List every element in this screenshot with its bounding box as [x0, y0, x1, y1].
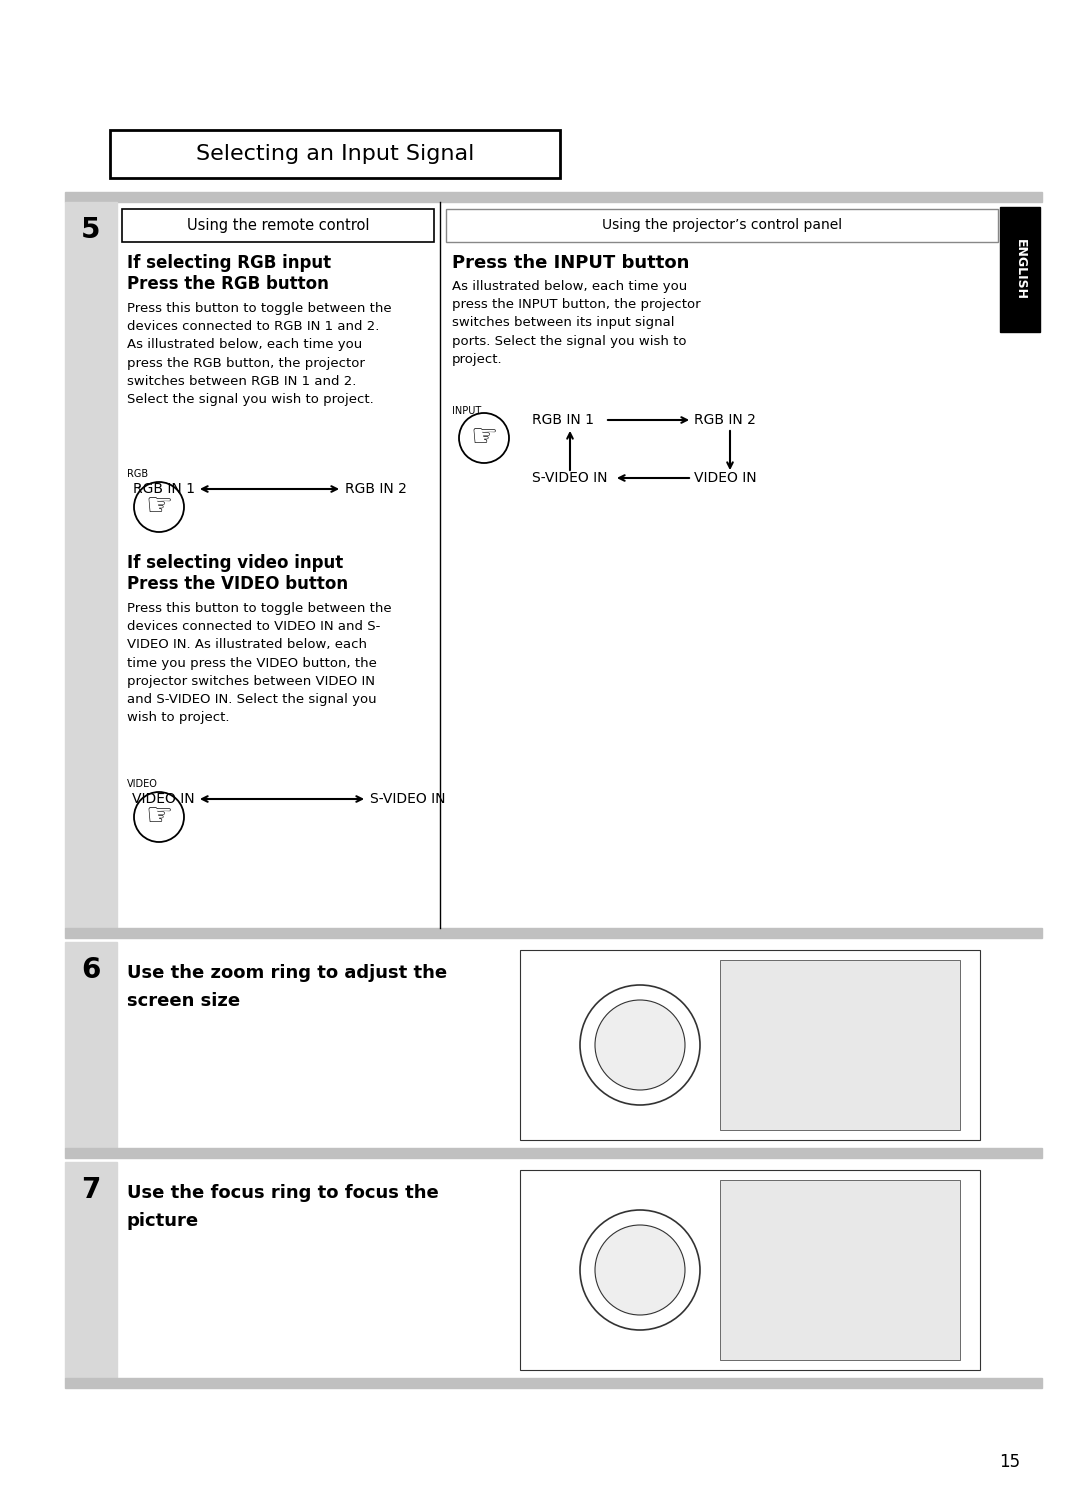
Bar [65, 193, 1042, 202]
Bar [65, 1162, 117, 1379]
Circle shape [580, 984, 700, 1105]
Bar [720, 960, 960, 1130]
Bar [720, 1180, 960, 1361]
Text: 15: 15 [999, 1452, 1021, 1470]
Text: RGB IN 2: RGB IN 2 [694, 412, 756, 427]
Text: picture: picture [127, 1212, 199, 1230]
Text: Use the focus ring to focus the: Use the focus ring to focus the [127, 1184, 438, 1202]
Circle shape [580, 1210, 700, 1330]
Text: S-VIDEO IN: S-VIDEO IN [532, 471, 607, 485]
Text: As illustrated below, each time you
press the INPUT button, the projector
switch: As illustrated below, each time you pres… [453, 280, 701, 366]
Bar [65, 1379, 1042, 1388]
Text: ☞: ☞ [146, 802, 173, 831]
Text: 7: 7 [81, 1175, 100, 1204]
Text: ☞: ☞ [470, 423, 498, 453]
Circle shape [134, 792, 184, 841]
Text: Press the RGB button: Press the RGB button [127, 275, 329, 293]
Text: 5: 5 [81, 217, 100, 244]
Text: If selecting video input: If selecting video input [127, 554, 343, 572]
Text: ☞: ☞ [146, 492, 173, 522]
Circle shape [134, 482, 184, 531]
Bar [519, 1169, 980, 1370]
Text: Press the INPUT button: Press the INPUT button [453, 254, 689, 272]
Text: RGB IN 2: RGB IN 2 [345, 482, 407, 497]
Text: VIDEO: VIDEO [127, 780, 158, 789]
Text: VIDEO IN: VIDEO IN [133, 792, 195, 807]
Bar [519, 950, 980, 1139]
Bar [65, 202, 117, 929]
Text: screen size: screen size [127, 992, 240, 1010]
Text: Press this button to toggle between the
devices connected to VIDEO IN and S-
VID: Press this button to toggle between the … [127, 602, 392, 724]
Text: If selecting RGB input: If selecting RGB input [127, 254, 332, 272]
Text: Use the zoom ring to adjust the: Use the zoom ring to adjust the [127, 965, 447, 981]
Text: Using the remote control: Using the remote control [187, 218, 369, 233]
Text: RGB IN 1: RGB IN 1 [532, 412, 594, 427]
Text: Selecting an Input Signal: Selecting an Input Signal [195, 144, 474, 164]
Text: RGB IN 1: RGB IN 1 [133, 482, 195, 497]
Text: VIDEO IN: VIDEO IN [694, 471, 757, 485]
Bar [1000, 208, 1040, 333]
Bar [65, 942, 117, 1148]
Text: Press this button to toggle between the
devices connected to RGB IN 1 and 2.
As : Press this button to toggle between the … [127, 303, 392, 406]
Bar [446, 209, 998, 242]
Circle shape [595, 999, 685, 1090]
Bar [122, 209, 434, 242]
Text: Press the VIDEO button: Press the VIDEO button [127, 575, 348, 593]
Text: S-VIDEO IN: S-VIDEO IN [370, 792, 446, 807]
Text: Using the projector’s control panel: Using the projector’s control panel [602, 218, 842, 232]
Text: ENGLISH: ENGLISH [1013, 239, 1026, 299]
Bar [65, 1148, 1042, 1157]
Circle shape [459, 412, 509, 464]
Bar [110, 129, 561, 178]
Text: RGB: RGB [127, 470, 148, 479]
Text: INPUT: INPUT [453, 406, 482, 415]
Circle shape [595, 1225, 685, 1315]
Bar [65, 929, 1042, 938]
Text: 6: 6 [81, 956, 100, 984]
